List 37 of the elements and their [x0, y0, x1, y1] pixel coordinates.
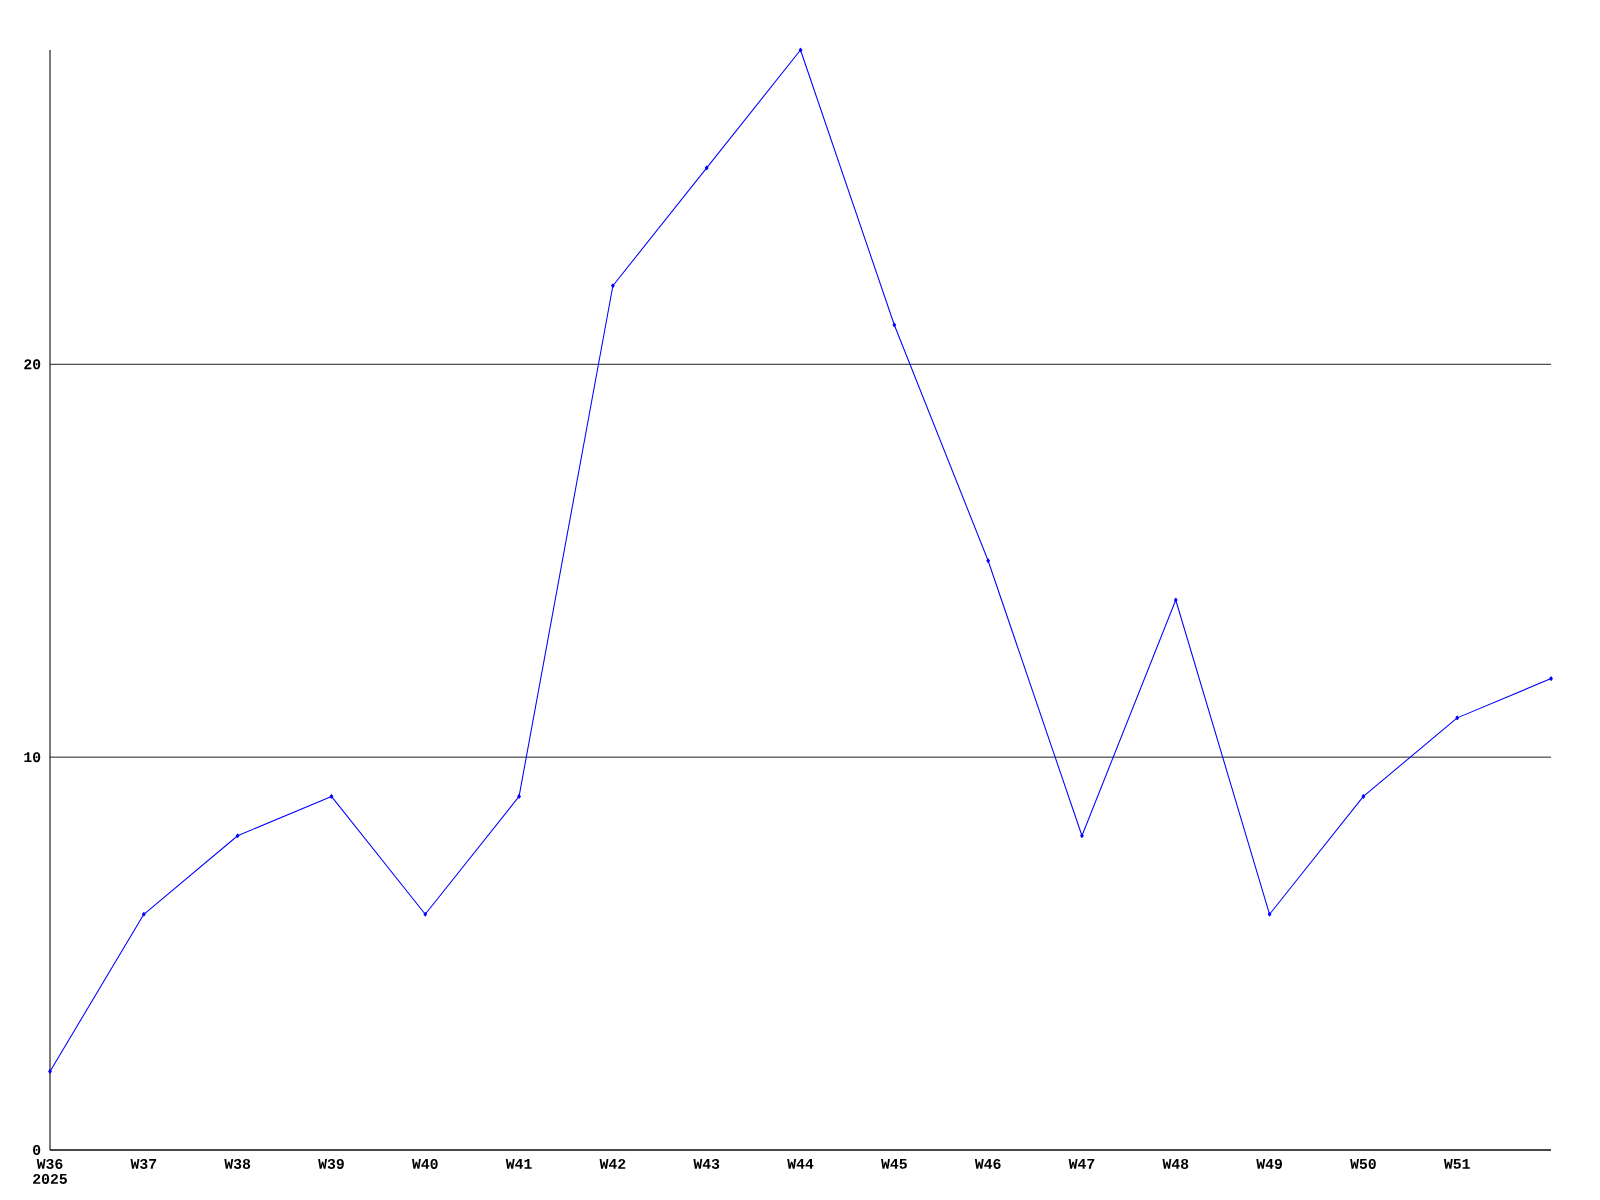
point — [517, 794, 521, 799]
text: 2025 — [33, 1173, 67, 1184]
x-tick-label: W44 — [787, 1158, 814, 1169]
point — [798, 47, 803, 53]
point — [235, 833, 240, 839]
point — [1080, 833, 1084, 839]
x-tick-label: W49 — [1256, 1158, 1282, 1169]
y-tick-label: 10 — [24, 752, 41, 763]
x-tick-label: W50 — [1350, 1158, 1376, 1169]
point — [1267, 912, 1272, 917]
point — [1173, 597, 1178, 603]
point — [986, 558, 990, 564]
x-tick-label: W47 — [1068, 1158, 1095, 1169]
point — [423, 912, 428, 917]
point — [48, 1069, 52, 1074]
x-tick-label: W37 — [130, 1158, 157, 1169]
x-tick-label: W41 — [505, 1158, 532, 1169]
point — [704, 165, 709, 171]
x-tick-label: W46 — [974, 1158, 1001, 1169]
point — [892, 322, 897, 328]
x-tick-label: W42 — [599, 1158, 626, 1169]
point — [141, 912, 146, 917]
point — [611, 283, 615, 288]
y-tick-label: 0 — [33, 1145, 41, 1156]
point — [1361, 794, 1366, 799]
x-tick-label: W39 — [318, 1158, 344, 1169]
point — [1455, 715, 1460, 721]
x-tick-label: W40 — [411, 1158, 438, 1169]
x-tick-label: W43 — [693, 1158, 720, 1169]
x-tick-label: W36 — [36, 1158, 63, 1169]
point — [329, 794, 334, 799]
x-tick-label: W45 — [881, 1158, 907, 1169]
x-tick-label: W38 — [224, 1158, 251, 1169]
x-tick-label: W48 — [1162, 1158, 1189, 1169]
point — [1549, 676, 1553, 681]
y-tick-label: 20 — [24, 359, 41, 370]
x-tick-label: W51 — [1443, 1158, 1470, 1169]
